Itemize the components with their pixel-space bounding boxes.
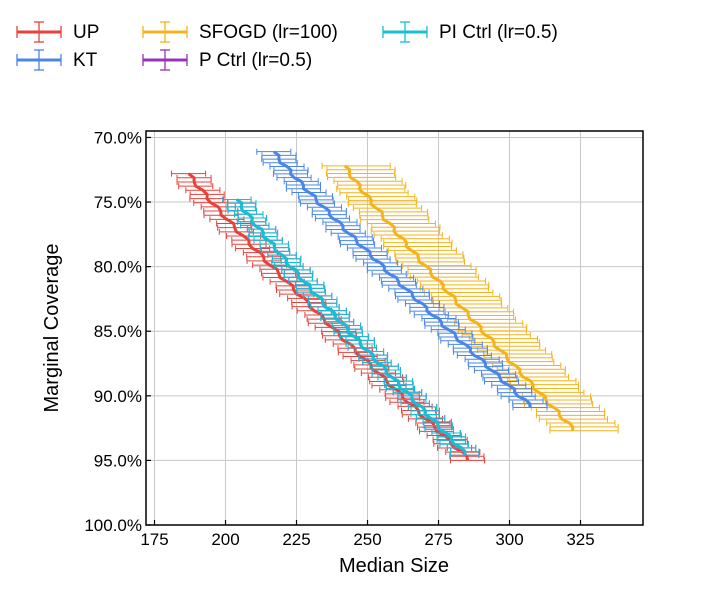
legend-item: KT — [16, 49, 98, 71]
legend: UP KT SFOGD (lr=100) P Ctrl (lr=0.5) PI Ctrl… — [16, 21, 558, 71]
legend-label: SFOGD (lr=100) — [199, 22, 338, 43]
legend-item: SFOGD (lr=100) — [142, 21, 338, 43]
legend-label: KT — [73, 50, 98, 71]
y-tick-label: 85.0% — [94, 322, 142, 341]
legend-label: P Ctrl (lr=0.5) — [199, 50, 312, 71]
series-line — [272, 150, 532, 408]
y-tick-label: 80.0% — [94, 258, 142, 277]
y-tick-label: 100.0% — [84, 516, 142, 535]
series-pi-ctrl-lr-0-5- — [222, 196, 480, 459]
x-tick-label: 300 — [495, 530, 523, 549]
series-line — [343, 164, 575, 431]
series-line — [235, 198, 467, 456]
legend-label: PI Ctrl (lr=0.5) — [439, 22, 558, 43]
x-tick-label: 225 — [282, 530, 310, 549]
x-axis-label: Median Size — [339, 555, 449, 577]
y-tick-label: 90.0% — [94, 387, 142, 406]
x-tick-label: 275 — [424, 530, 452, 549]
x-tick-label: 325 — [566, 530, 594, 549]
series-sfogd-lr-100- — [321, 162, 619, 434]
plot-frame — [145, 130, 644, 526]
axis-ticks: 175 200 225 250 275 300 325 70.0% 75.0% 80.0% 85.0… — [84, 128, 594, 549]
legend-item: PI Ctrl (lr=0.5) — [382, 21, 558, 43]
y-tick-label: 70.0% — [94, 128, 142, 147]
y-axis-label: Marginal Coverage — [41, 244, 63, 413]
x-tick-label: 250 — [353, 530, 381, 549]
legend-label: UP — [73, 22, 99, 43]
legend-item: UP — [16, 21, 99, 43]
grid-lines — [146, 131, 643, 526]
series-kt — [256, 148, 548, 411]
series-line — [187, 172, 470, 461]
x-tick-label: 175 — [140, 530, 168, 549]
y-tick-label: 75.0% — [94, 193, 142, 212]
series-layer — [171, 148, 619, 464]
legend-item: P Ctrl (lr=0.5) — [142, 49, 312, 71]
y-tick-label: 95.0% — [94, 451, 142, 470]
x-tick-label: 200 — [211, 530, 239, 549]
